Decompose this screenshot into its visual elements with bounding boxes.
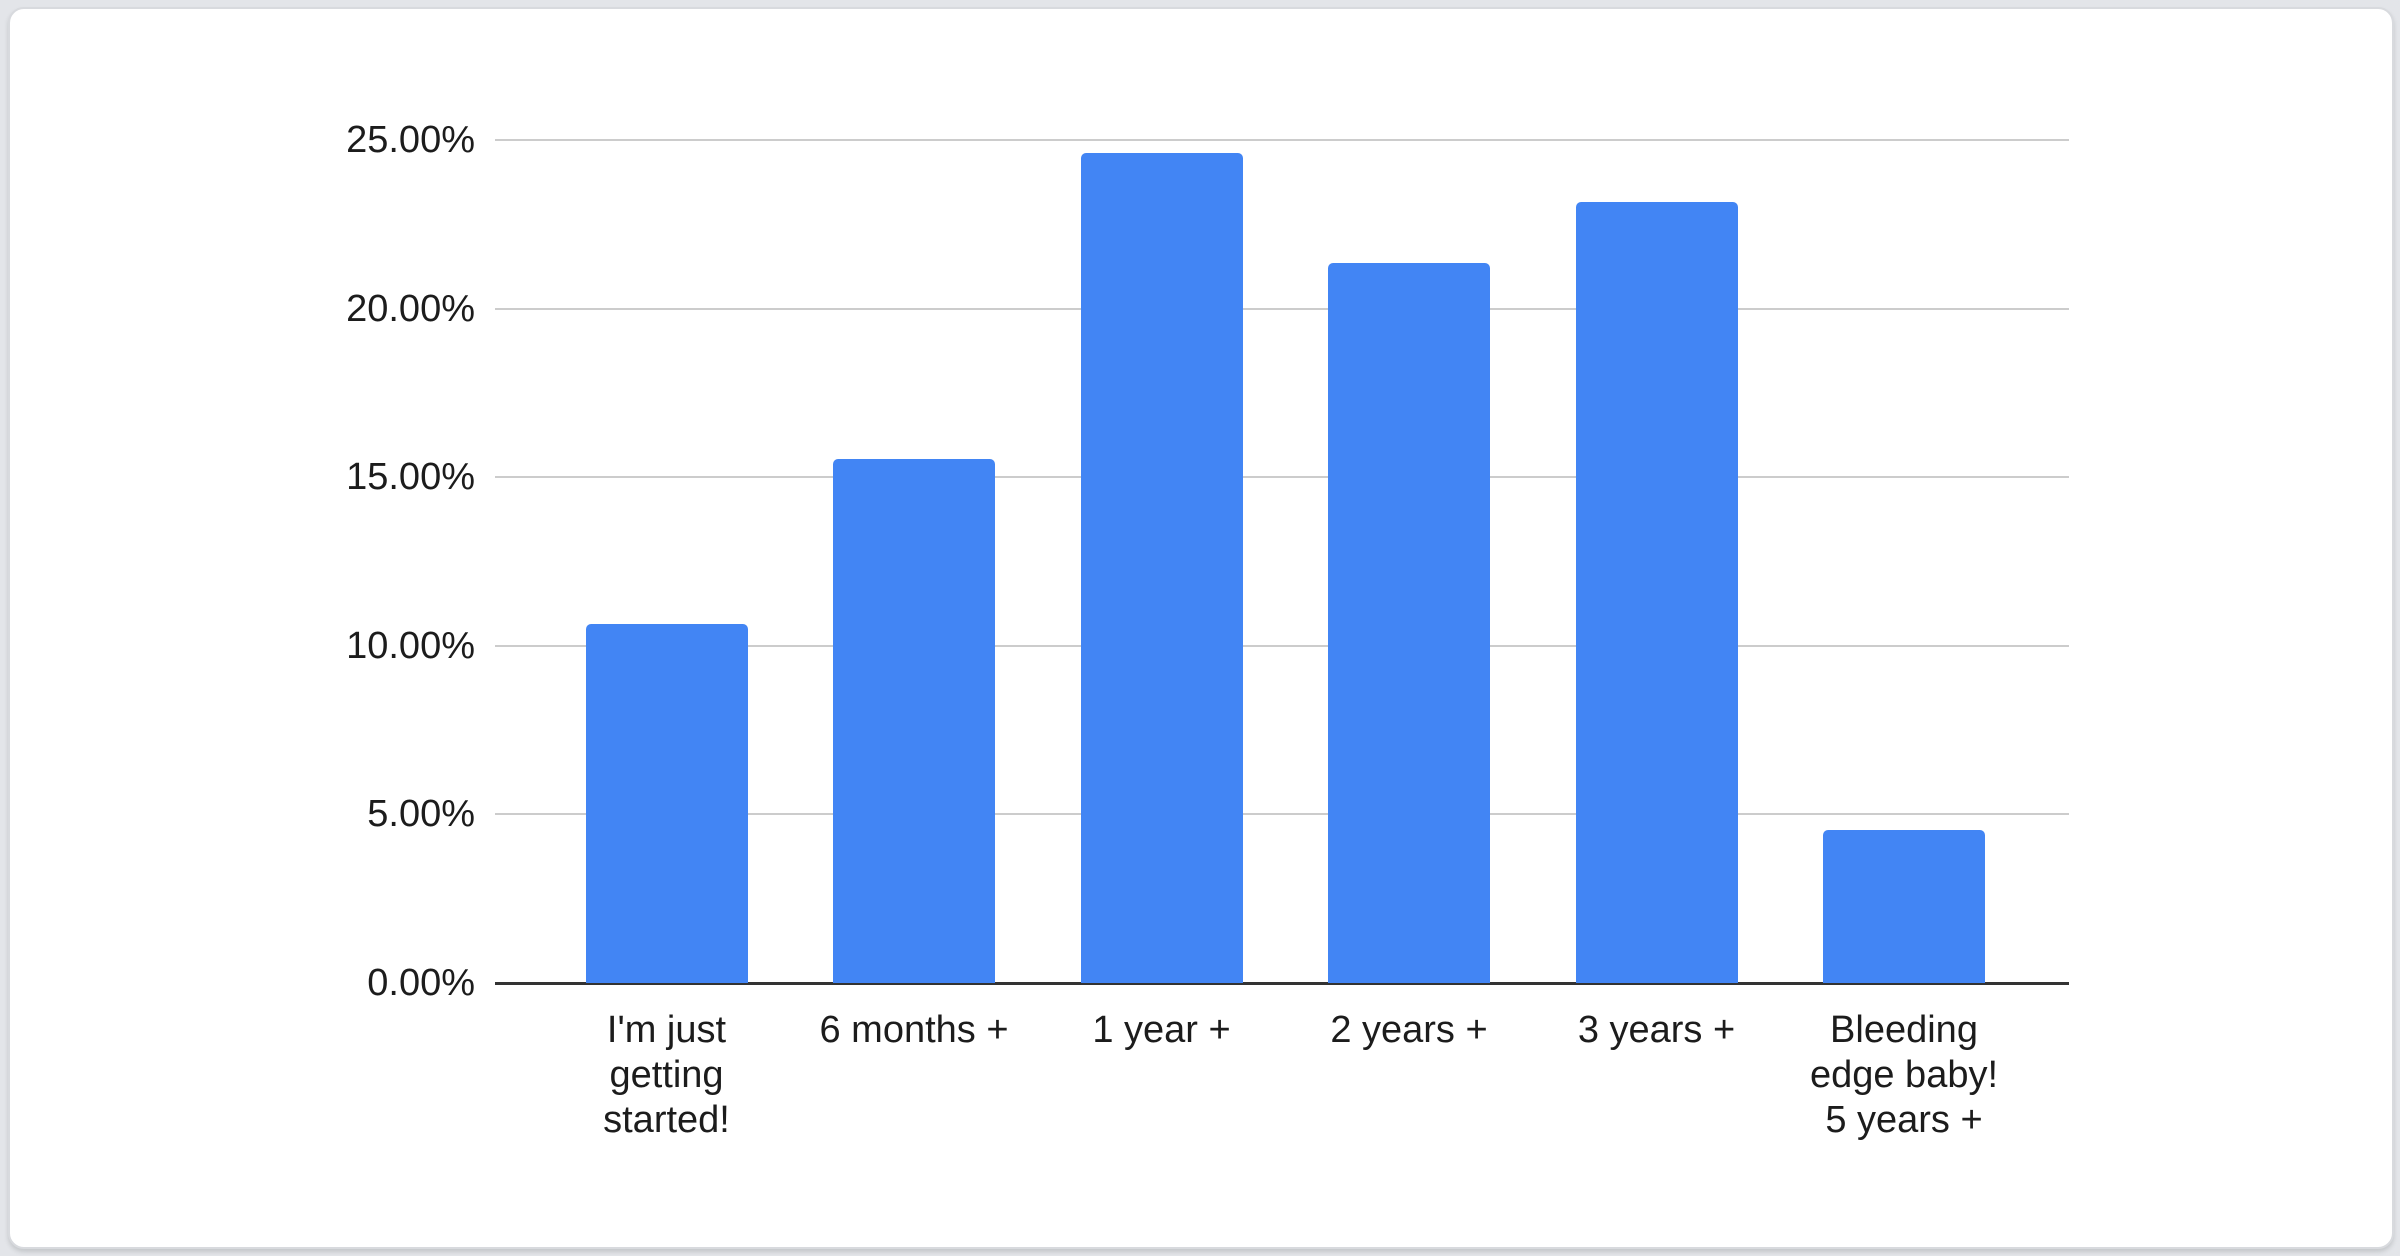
x-axis-category-label: I'm just getting started! [497, 1008, 837, 1143]
y-axis-tick-label: 5.00% [367, 793, 475, 836]
chart-card: 0.00% 5.00% 10.00% 15.00% 20.00% 25.00% I'm ju… [8, 7, 2394, 1249]
x-axis-baseline [495, 982, 2069, 985]
x-axis-category-label: 3 years + [1487, 1008, 1827, 1053]
bar-3-years [1575, 202, 1738, 983]
x-axis-label-line: Bleeding [1830, 1009, 1978, 1051]
x-axis-label-line: getting [609, 1054, 724, 1096]
x-axis-label-line: 6 months + [819, 1009, 1009, 1051]
gridline-10.00% [495, 644, 2069, 647]
y-axis-tick-label: 10.00% [346, 624, 475, 667]
gridline-25.00% [495, 139, 2069, 141]
x-axis-label-line: started! [603, 1099, 730, 1141]
y-axis-tick-label: 0.00% [367, 962, 475, 1004]
x-axis-label-line: 2 years + [1330, 1009, 1488, 1051]
bar-6-months [833, 458, 995, 983]
bar-i-m-just-getting-started [585, 623, 748, 983]
bar-chart-plot-area: 0.00% 5.00% 10.00% 15.00% 20.00% 25.00% I'm ju… [10, 9, 2392, 1247]
x-axis-label-line: 3 years + [1577, 1009, 1736, 1051]
x-axis-category-label: 2 years + [1239, 1008, 1579, 1053]
gridline-5.00% [495, 813, 2069, 816]
x-axis-category-label: Bleeding edge baby! 5 years + [1734, 1008, 2074, 1143]
bar-1-year [1080, 153, 1243, 983]
x-axis-category-label: 6 months + [744, 1008, 1084, 1053]
bar-2-years [1328, 263, 1490, 983]
y-axis-tick-label: 25.00% [346, 119, 475, 161]
gridline-15.00% [495, 476, 2069, 479]
bar-bleeding-edge-baby-5-years [1823, 829, 1985, 983]
x-axis-label-line: 5 years + [1825, 1099, 1983, 1141]
x-axis-label-line: edge baby! [1809, 1054, 1999, 1096]
x-axis-label-line: 1 year + [1092, 1009, 1231, 1051]
x-axis-category-label: 1 year + [992, 1008, 1332, 1053]
y-axis-tick-label: 20.00% [346, 287, 475, 330]
gridline-20.00% [495, 307, 2069, 310]
x-axis-label-line: I'm just [606, 1009, 727, 1051]
y-axis-tick-label: 15.00% [346, 456, 475, 499]
